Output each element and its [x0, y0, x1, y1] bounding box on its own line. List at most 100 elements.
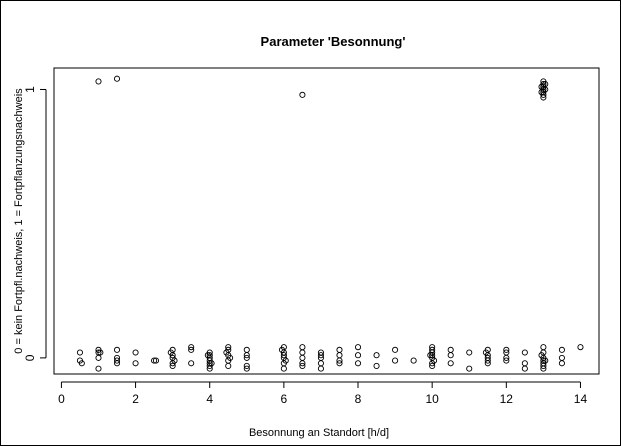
data-point: [540, 365, 547, 372]
data-point: [354, 344, 362, 351]
data-point: [503, 346, 510, 353]
data-point: [354, 352, 362, 359]
data-point: [299, 91, 306, 98]
data-point: [223, 349, 230, 356]
data-point: [206, 365, 213, 372]
data-point: [95, 78, 102, 85]
y-axis-label: 0 = kein Fortpfl.nachweis, 1 = Fortpflan…: [13, 88, 25, 354]
x-axis-label: Besonnung an Standort [h/d]: [249, 427, 389, 439]
data-point: [503, 354, 510, 361]
data-point: [392, 346, 399, 353]
x-tick-label: 10: [425, 392, 439, 406]
y-tick-label: 1: [23, 86, 37, 93]
data-point: [538, 352, 545, 359]
data-point: [95, 365, 102, 372]
data-point: [132, 360, 139, 367]
data-point: [373, 352, 380, 359]
data-point: [299, 344, 306, 351]
data-point: [227, 354, 234, 361]
data-point: [299, 362, 306, 369]
data-point: [280, 352, 287, 359]
data-point: [410, 357, 417, 364]
data-point: [280, 365, 287, 372]
data-point: [484, 360, 491, 367]
data-point: [540, 94, 547, 101]
data-point: [540, 344, 547, 351]
data-point: [373, 362, 380, 369]
x-tick-label: 12: [500, 392, 514, 406]
data-point: [132, 349, 139, 356]
x-axis: 0 2 4 6 8 10 12 14: [58, 381, 588, 406]
data-point: [540, 362, 547, 369]
x-tick-label: 8: [355, 392, 362, 406]
data-point: [521, 365, 528, 372]
data-point: [76, 349, 84, 356]
data-point: [503, 357, 510, 364]
data-point: [152, 357, 160, 364]
data-point: [392, 357, 399, 364]
data-point: [282, 357, 289, 364]
data-point: [188, 346, 195, 353]
data-point: [538, 89, 545, 96]
data-point: [243, 362, 250, 369]
data-point: [447, 346, 454, 353]
data-point: [113, 346, 121, 353]
data-point: [317, 352, 324, 359]
data-point: [225, 362, 232, 369]
data-point: [521, 360, 528, 367]
data-point: [447, 360, 454, 367]
data-point: [521, 349, 528, 356]
plot-area-border: [53, 67, 600, 375]
data-point: [78, 360, 85, 367]
data-point: [482, 349, 489, 356]
data-point: [430, 357, 438, 364]
data-point: [169, 362, 176, 369]
data-point: [354, 360, 362, 367]
x-tick-label: 6: [281, 392, 288, 406]
data-point: [299, 360, 306, 367]
data-point: [447, 352, 454, 359]
data-point: [542, 357, 549, 364]
data-point: [484, 357, 491, 364]
x-tick-label: 0: [58, 392, 65, 406]
data-point: [113, 357, 121, 364]
data-point: [171, 357, 178, 364]
data-point: [558, 360, 565, 367]
data-point: [558, 346, 565, 353]
data-point: [336, 357, 343, 364]
data-point: [208, 360, 215, 367]
data-points: [76, 75, 584, 372]
data-point: [336, 346, 343, 353]
x-tick-label: 14: [574, 392, 588, 406]
data-point: [466, 349, 473, 356]
data-point: [113, 75, 121, 82]
data-point: [336, 360, 343, 367]
data-point: [243, 352, 250, 359]
data-point: [243, 346, 250, 353]
data-point: [317, 360, 324, 367]
data-point: [97, 349, 104, 356]
x-tick-label: 2: [132, 392, 139, 406]
data-point: [317, 365, 324, 372]
data-point: [577, 344, 584, 351]
data-point: [299, 354, 306, 361]
y-tick-label: 0: [23, 354, 37, 361]
data-point: [336, 352, 343, 359]
data-point: [188, 360, 195, 367]
data-point: [188, 344, 195, 351]
data-point: [151, 357, 158, 364]
data-point: [427, 352, 434, 359]
data-point: [113, 360, 121, 367]
data-point: [278, 346, 286, 353]
data-point: [204, 352, 211, 359]
y-axis: 01: [23, 86, 47, 361]
data-point: [225, 344, 232, 351]
data-point: [243, 354, 250, 361]
data-point: [429, 362, 436, 369]
chart-title: Parameter 'Besonnung': [261, 34, 406, 49]
data-point: [299, 349, 306, 356]
data-point: [558, 354, 565, 361]
data-point: [95, 354, 102, 361]
data-point: [466, 365, 473, 372]
